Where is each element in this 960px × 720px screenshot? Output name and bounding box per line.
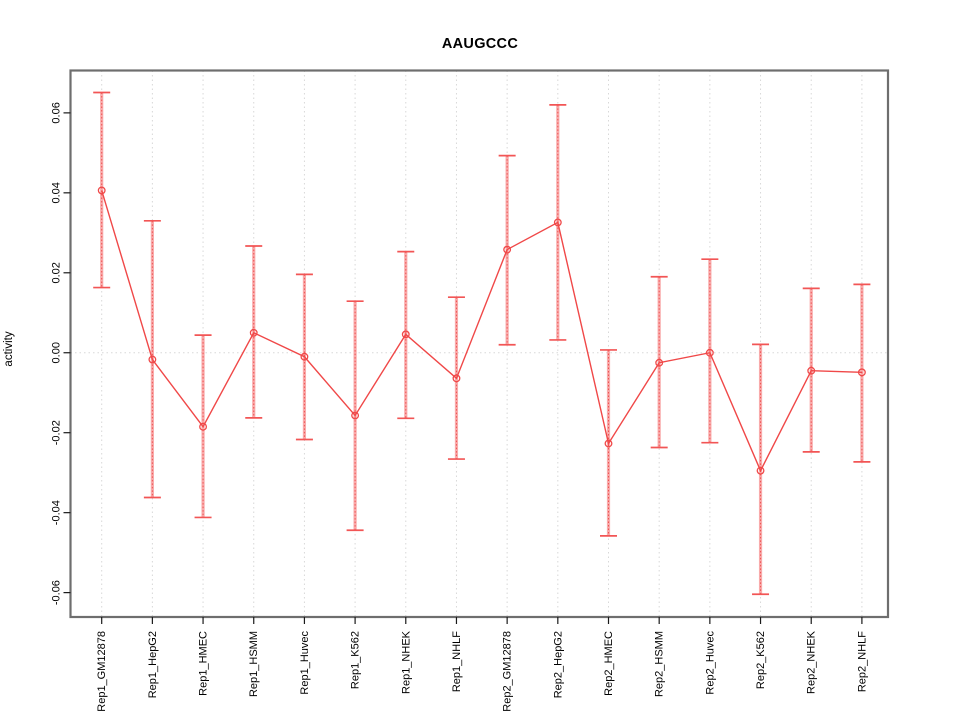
- data-point-marker: [401, 330, 410, 339]
- y-tick-label: 0.00: [51, 342, 63, 363]
- x-tick-label: Rep1_HepG2: [147, 631, 159, 698]
- chart-title: AAUGCCC: [441, 36, 519, 52]
- data-point-marker: [604, 439, 613, 448]
- data-point-marker: [300, 352, 309, 361]
- x-tick-label: Rep1_K562: [350, 631, 362, 689]
- series-line: [101, 190, 862, 473]
- data-point-marker: [553, 218, 562, 227]
- y-tick-label: -0.04: [51, 500, 63, 525]
- x-tick-label: Rep1_NHEK: [400, 630, 412, 694]
- x-tick-label: Rep2_Huvec: [704, 631, 716, 695]
- x-tick-label: Rep2_NHLF: [856, 631, 868, 692]
- x-tick-label: Rep1_HMEC: [198, 631, 210, 696]
- data-point-marker: [857, 368, 866, 377]
- plot-frame: [69, 69, 890, 619]
- x-tick-label: Rep1_HSMM: [248, 631, 260, 697]
- y-tick-label: -0.06: [51, 580, 63, 605]
- data-point-marker: [705, 348, 714, 357]
- data-point-marker: [452, 374, 461, 383]
- data-point-marker: [807, 366, 816, 375]
- x-tick-label: Rep2_K562: [755, 631, 767, 689]
- x-tick-label: Rep2_HepG2: [552, 631, 564, 698]
- y-tick-label: 0.04: [51, 182, 63, 203]
- data-point-marker: [249, 328, 258, 337]
- x-tick-label: Rep1_GM12878: [96, 631, 108, 712]
- x-tick-label: Rep2_GM12878: [502, 631, 514, 712]
- y-tick-label: 0.06: [51, 102, 63, 123]
- data-point-marker: [503, 245, 512, 254]
- data-point-marker: [351, 411, 360, 420]
- data-point-marker: [756, 466, 765, 475]
- data-point-marker: [148, 355, 157, 364]
- x-tick-label: Rep1_NHLF: [451, 631, 463, 692]
- x-tick-label: Rep2_HSMM: [654, 631, 666, 697]
- y-axis-label-text: activity: [3, 331, 15, 367]
- x-tick-label: Rep1_Huvec: [299, 631, 311, 695]
- data-point-marker: [199, 422, 208, 431]
- y-tick-label: -0.02: [51, 420, 63, 445]
- data-point-marker: [655, 358, 664, 367]
- x-tick-label: Rep2_NHEK: [806, 630, 818, 694]
- y-tick-label: 0.02: [51, 262, 63, 283]
- x-tick-label: Rep2_HMEC: [603, 631, 615, 696]
- data-point-marker: [97, 186, 106, 195]
